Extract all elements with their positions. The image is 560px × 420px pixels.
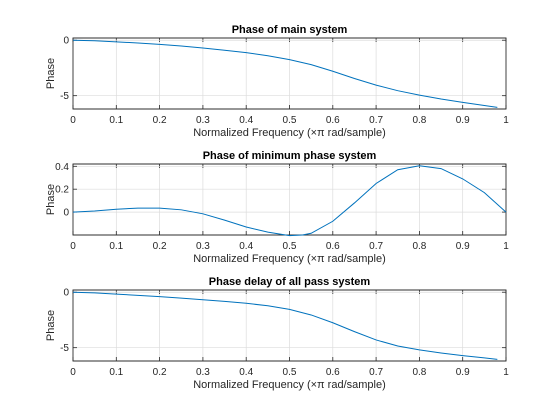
x-tick-label: 0.6 bbox=[326, 241, 340, 252]
y-tick-label: -5 bbox=[60, 91, 69, 102]
x-tick-label: 1 bbox=[503, 115, 509, 126]
series-line bbox=[72, 165, 507, 237]
x-tick-label: 0.7 bbox=[369, 115, 383, 126]
series-line bbox=[72, 291, 498, 360]
x-axis-label: Normalized Frequency (×π rad/sample) bbox=[193, 379, 386, 391]
x-tick-label: 0.5 bbox=[283, 241, 297, 252]
x-tick-label: 0.9 bbox=[456, 241, 470, 252]
subplot-1: 0 0.1 0.2 0.3 0.4 0.5 0.6 0.7 0.8 0.9 1 0 -5 Phase of… bbox=[45, 24, 509, 139]
x-tick-label: 0 bbox=[70, 241, 76, 252]
x-tick-label: 0.5 bbox=[283, 115, 297, 126]
x-tick-label: 0 bbox=[70, 115, 76, 126]
y-tick-label: 0.4 bbox=[55, 162, 69, 173]
x-axis-label: Normalized Frequency (×π rad/sample) bbox=[193, 127, 386, 139]
x-tick-label: 0.4 bbox=[239, 115, 253, 126]
y-axis-label: Phase bbox=[45, 184, 57, 215]
y-axis-label: Phase bbox=[45, 58, 57, 89]
x-tick-label: 0.6 bbox=[326, 367, 340, 378]
x-tick-label: 0.3 bbox=[196, 367, 210, 378]
subplot-3: 0 0.1 0.2 0.3 0.4 0.5 0.6 0.7 0.8 0.9 1 0 -5 Phase de… bbox=[45, 276, 509, 391]
x-tick-label: 0 bbox=[70, 367, 76, 378]
x-tick-label: 0.8 bbox=[412, 241, 426, 252]
x-tick-label: 0.2 bbox=[153, 241, 167, 252]
plot-title: Phase of main system bbox=[232, 24, 348, 36]
y-axis-label: Phase bbox=[45, 310, 57, 341]
y-tick-label: 0 bbox=[63, 36, 69, 47]
axes-frame bbox=[72, 289, 507, 362]
y-tick-label: 0 bbox=[63, 288, 69, 299]
x-tick-label: 1 bbox=[503, 241, 509, 252]
x-tick-label: 0.9 bbox=[456, 115, 470, 126]
axes-frame bbox=[72, 163, 507, 236]
plot-title: Phase delay of all pass system bbox=[209, 276, 371, 288]
x-tick-label: 0.9 bbox=[456, 367, 470, 378]
plot-title: Phase of minimum phase system bbox=[203, 150, 377, 162]
x-tick-label: 0.7 bbox=[369, 241, 383, 252]
y-tick-label: 0.2 bbox=[55, 185, 69, 196]
x-tick-label: 0.1 bbox=[109, 241, 123, 252]
series-line bbox=[72, 39, 498, 108]
x-tick-label: 0.3 bbox=[196, 241, 210, 252]
y-tick-label: 0 bbox=[63, 208, 69, 219]
y-tick-label: -5 bbox=[60, 343, 69, 354]
x-tick-label: 0.4 bbox=[239, 367, 253, 378]
plots: 0 0.1 0.2 0.3 0.4 0.5 0.6 0.7 0.8 0.9 1 0 -5 Phase of… bbox=[45, 24, 509, 391]
subplot-2: 0 0.1 0.2 0.3 0.4 0.5 0.6 0.7 0.8 0.9 1 0 0.2 0.4 Phas… bbox=[45, 150, 509, 265]
x-tick-label: 0.4 bbox=[239, 241, 253, 252]
x-tick-label: 0.6 bbox=[326, 115, 340, 126]
x-tick-label: 0.1 bbox=[109, 115, 123, 126]
x-tick-label: 0.3 bbox=[196, 115, 210, 126]
x-tick-label: 1 bbox=[503, 367, 509, 378]
x-tick-label: 0.2 bbox=[153, 115, 167, 126]
axes-frame bbox=[72, 37, 507, 110]
x-tick-label: 0.5 bbox=[283, 367, 297, 378]
x-tick-label: 0.8 bbox=[412, 115, 426, 126]
x-tick-label: 0.8 bbox=[412, 367, 426, 378]
x-tick-label: 0.1 bbox=[109, 367, 123, 378]
x-tick-label: 0.7 bbox=[369, 367, 383, 378]
x-tick-label: 0.2 bbox=[153, 367, 167, 378]
x-axis-label: Normalized Frequency (×π rad/sample) bbox=[193, 253, 386, 265]
